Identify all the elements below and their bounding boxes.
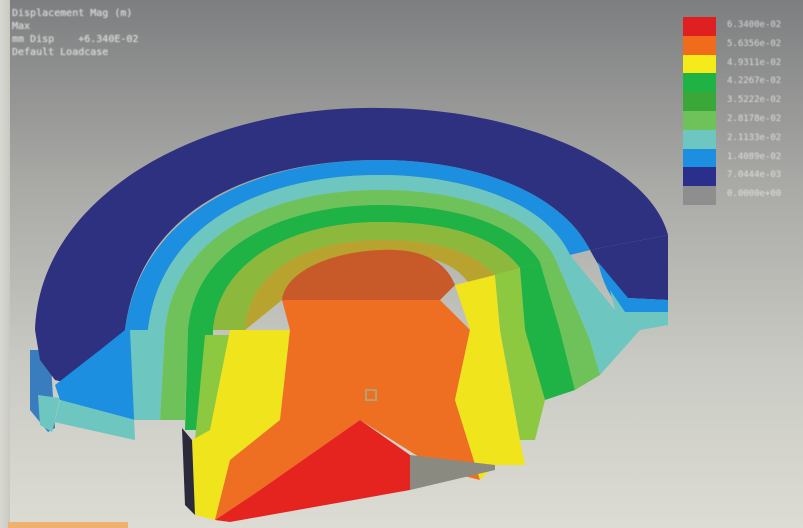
legend-label: 2.8178e-02	[727, 113, 782, 124]
bottom-orange-tab[interactable]	[8, 522, 128, 528]
right-step-outer	[590, 235, 668, 300]
cut-right-yellow	[455, 275, 525, 480]
legend-label: 1.4089e-02	[727, 151, 782, 162]
legend-entry: 2.8178e-02	[683, 110, 801, 130]
cut-right-green	[495, 268, 545, 440]
legend-entry: 0.0000e+00	[683, 186, 801, 206]
legend-entry: 4.9311e-02	[683, 54, 801, 74]
legend-swatch	[683, 54, 716, 74]
left-flange-face-cyan	[38, 395, 60, 432]
band-ring-6	[213, 222, 520, 330]
result-max-value: mm Disp +6.340E-02	[12, 34, 139, 45]
legend-entry: 1.4089e-02	[683, 148, 801, 168]
cut-orange	[215, 300, 480, 520]
max-displacement-marker	[365, 389, 377, 401]
legend-swatch	[683, 129, 716, 149]
cut-red	[215, 420, 410, 522]
legend-swatch	[683, 148, 716, 168]
cut-bottom-right-shadow	[410, 455, 495, 490]
legend-label: 2.1133e-02	[727, 132, 782, 143]
right-step	[590, 235, 668, 330]
legend-entry: 3.5222e-02	[683, 92, 801, 112]
loadcase-name: Default Loadcase	[12, 47, 109, 58]
result-max-label: Max	[12, 21, 31, 32]
band-ring-5	[188, 205, 540, 330]
cut-bottom-shadow	[182, 428, 195, 515]
cut-right-light	[540, 258, 600, 390]
legend-label: 4.9311e-02	[727, 57, 782, 68]
top-surface-bands	[35, 107, 668, 330]
legend-swatch	[683, 17, 716, 36]
band-ring-3	[148, 175, 570, 330]
legend-entry: 4.2267e-02	[683, 73, 801, 93]
cut-right-green-2	[520, 262, 575, 400]
legend-label: 3.5222e-02	[727, 95, 782, 106]
legend-label: 6.3400e-02	[727, 20, 782, 30]
cut-left-cyan	[45, 330, 165, 440]
legend-label: 7.0444e-03	[727, 170, 782, 181]
band-ring-2	[125, 160, 590, 330]
legend-entry: 7.0444e-03	[683, 167, 801, 187]
section-cut-face	[35, 255, 640, 522]
legend-swatch	[683, 186, 716, 206]
result-title: Displacement Mag (m)	[12, 8, 133, 19]
cut-yellow	[192, 330, 290, 520]
legend-swatch	[683, 73, 716, 93]
band-center-top	[245, 240, 495, 330]
legend-entry: 6.3400e-02	[683, 17, 801, 36]
legend-entry: 5.6356e-02	[683, 35, 801, 55]
legend-label: 4.2267e-02	[727, 76, 782, 87]
cut-right-cyan	[555, 255, 640, 375]
result-info-block: Displacement Mag (m) Max mm Disp +6.340E…	[12, 7, 138, 59]
legend-swatch	[683, 167, 716, 187]
cut-left-blue	[55, 330, 148, 420]
legend-swatch	[683, 92, 716, 112]
legend-label: 5.6356e-02	[727, 38, 782, 49]
band-center-cap	[282, 249, 455, 300]
right-step-cyan	[610, 290, 668, 330]
legend-swatch	[683, 35, 716, 55]
band-ring-4	[165, 190, 555, 330]
band-ring-1	[35, 107, 668, 330]
contour-legend: 6.3400e-02 5.6356e-02 4.9311e-02 4.2267e-02…	[683, 17, 801, 206]
legend-swatch	[683, 110, 716, 130]
legend-label: 0.0000e+00	[727, 189, 782, 200]
cut-green-light	[160, 330, 188, 420]
legend-entry: 2.1133e-02	[683, 129, 801, 149]
